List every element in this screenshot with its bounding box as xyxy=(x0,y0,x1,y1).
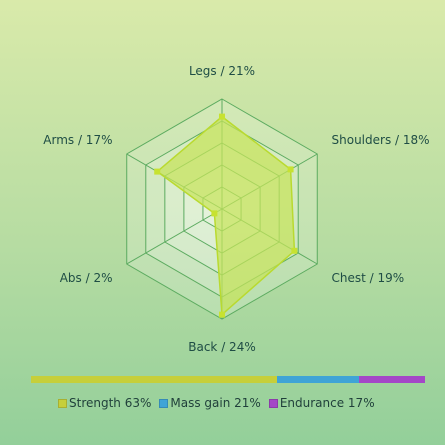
legend-swatch-strength xyxy=(58,398,67,408)
summary-bar-strength xyxy=(31,376,277,383)
axis-label-shoulders: Shoulders / 18% xyxy=(332,133,430,147)
legend: Strength 63% Mass gain 21% Endurance 17% xyxy=(58,395,375,411)
data-point-back xyxy=(219,311,225,318)
data-point-shoulders xyxy=(287,166,294,173)
legend-label-endurance: Endurance 17% xyxy=(279,396,375,410)
legend-item-endurance: Endurance 17% xyxy=(268,396,375,410)
legend-item-strength: Strength 63% xyxy=(58,396,151,410)
legend-swatch-endurance xyxy=(268,398,278,408)
spoke-abs xyxy=(126,208,223,265)
data-point-arms xyxy=(154,168,161,175)
legend-swatch-mass-gain xyxy=(159,398,169,408)
axis-label-arms: Arms / 17% xyxy=(43,133,112,147)
axis-label-back: Back / 24% xyxy=(188,340,255,354)
legend-label-strength: Strength 63% xyxy=(69,396,152,410)
data-point-abs xyxy=(211,210,218,217)
axis-label-abs: Abs / 2% xyxy=(60,271,113,285)
summary-bar xyxy=(31,376,425,383)
axis-label-chest: Chest / 19% xyxy=(332,271,405,285)
radar-chart: Legs / 21% Shoulders / 18% Chest / 19% Back… xyxy=(43,64,430,354)
legend-label-mass-gain: Mass gain 21% xyxy=(170,396,261,410)
axis-label-legs: Legs / 21% xyxy=(189,64,255,78)
summary-bar-endurance xyxy=(358,376,425,383)
summary-bar-mass-gain xyxy=(276,376,359,383)
data-point-chest xyxy=(291,247,298,254)
data-point-legs xyxy=(219,113,225,120)
legend-item-mass-gain: Mass gain 21% xyxy=(159,396,261,410)
